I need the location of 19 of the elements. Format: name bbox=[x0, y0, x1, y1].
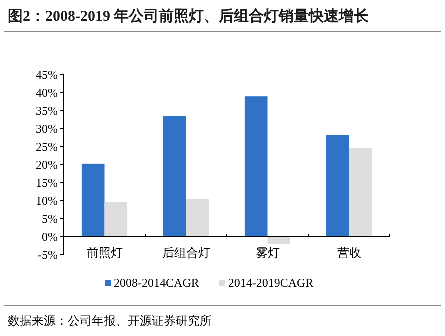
y-tick-label: -5% bbox=[38, 248, 58, 262]
y-tick-label: 0% bbox=[42, 230, 58, 244]
source-note: 数据来源：公司年报、开源证券研究所 bbox=[8, 314, 212, 328]
y-tick-label: 45% bbox=[36, 68, 58, 82]
y-tick-label: 5% bbox=[42, 212, 58, 226]
y-tick-label: 25% bbox=[36, 140, 58, 154]
y-tick-label: 10% bbox=[36, 194, 58, 208]
title: 图2：2008-2019 年公司前照灯、后组合灯销量快速增长 bbox=[8, 9, 370, 25]
y-tick-label: 20% bbox=[36, 158, 58, 172]
y-tick-label: 30% bbox=[36, 122, 58, 136]
x-tick-label: 营收 bbox=[337, 246, 362, 260]
y-tick-label: 15% bbox=[36, 176, 58, 190]
y-tick-label: 35% bbox=[36, 104, 58, 118]
legend-label: 2008-2014CAGR bbox=[114, 276, 200, 290]
x-tick-label: 后组合灯 bbox=[162, 246, 210, 260]
x-tick-label: 雾灯 bbox=[256, 246, 280, 260]
x-tick-label: 前照灯 bbox=[86, 246, 123, 260]
legend-label: 2014-2019CAGR bbox=[228, 276, 314, 290]
y-tick-label: 40% bbox=[36, 86, 58, 100]
